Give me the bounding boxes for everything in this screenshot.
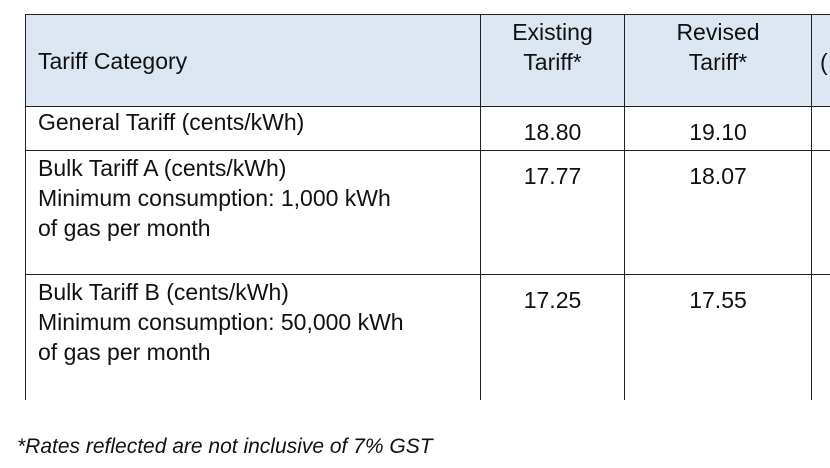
category-line: Minimum consumption: 50,000 kWh <box>38 309 404 335</box>
header-revised-line-1: Revised <box>676 19 760 45</box>
cell-revised-value: 17.55 <box>624 274 812 400</box>
existing-value: 18.80 <box>523 119 582 145</box>
header-revised-tariff: Revised Tariff* <box>624 14 812 107</box>
existing-value: 17.77 <box>523 163 582 189</box>
table-row-general-tariff: General Tariff (cents/kWh) 18.80 19.10 <box>25 106 830 151</box>
revised-value: 18.07 <box>689 163 747 189</box>
gst-footnote: *Rates reflected are not inclusive of 7%… <box>17 435 433 458</box>
cell-category: Bulk Tariff B (cents/kWh) Minimum consum… <box>25 274 481 400</box>
cell-category: General Tariff (cents/kWh) <box>25 106 481 151</box>
header-existing-line-1: Existing <box>512 19 593 45</box>
header-cutoff-column: ( <box>811 14 830 107</box>
category-line: Bulk Tariff A (cents/kWh) <box>38 155 287 181</box>
table-row-bulk-tariff-b: Bulk Tariff B (cents/kWh) Minimum consum… <box>25 274 830 400</box>
table-header-row: Tariff Category Existing Tariff* Revised… <box>25 14 830 107</box>
table-row-bulk-tariff-a: Bulk Tariff A (cents/kWh) Minimum consum… <box>25 150 830 275</box>
cell-revised-value: 19.10 <box>624 106 812 151</box>
cell-cutoff <box>811 150 830 275</box>
cell-cutoff <box>811 106 830 151</box>
cell-revised-value: 18.07 <box>624 150 812 275</box>
tariff-table: Tariff Category Existing Tariff* Revised… <box>25 14 830 400</box>
category-line: of gas per month <box>38 339 211 365</box>
header-existing-line-2: Tariff* <box>523 49 582 75</box>
header-revised-line-2: Tariff* <box>688 49 748 75</box>
header-existing-tariff: Existing Tariff* <box>480 14 625 107</box>
cell-category: Bulk Tariff A (cents/kWh) Minimum consum… <box>25 150 481 275</box>
header-cutoff-text: ( <box>820 49 828 75</box>
header-tariff-category: Tariff Category <box>25 14 481 107</box>
existing-value: 17.25 <box>523 287 582 313</box>
cell-existing-value: 18.80 <box>480 106 625 151</box>
cell-existing-value: 17.25 <box>480 274 625 400</box>
cell-cutoff <box>811 274 830 400</box>
category-line: General Tariff (cents/kWh) <box>38 109 305 135</box>
revised-value: 17.55 <box>689 287 747 313</box>
category-line: Minimum consumption: 1,000 kWh <box>38 185 391 211</box>
tariff-table-container: Tariff Category Existing Tariff* Revised… <box>25 14 830 400</box>
header-tariff-category-label: Tariff Category <box>38 47 188 74</box>
revised-value: 19.10 <box>689 119 747 145</box>
category-line: Bulk Tariff B (cents/kWh) <box>38 279 289 305</box>
cell-existing-value: 17.77 <box>480 150 625 275</box>
category-line: of gas per month <box>38 215 211 241</box>
